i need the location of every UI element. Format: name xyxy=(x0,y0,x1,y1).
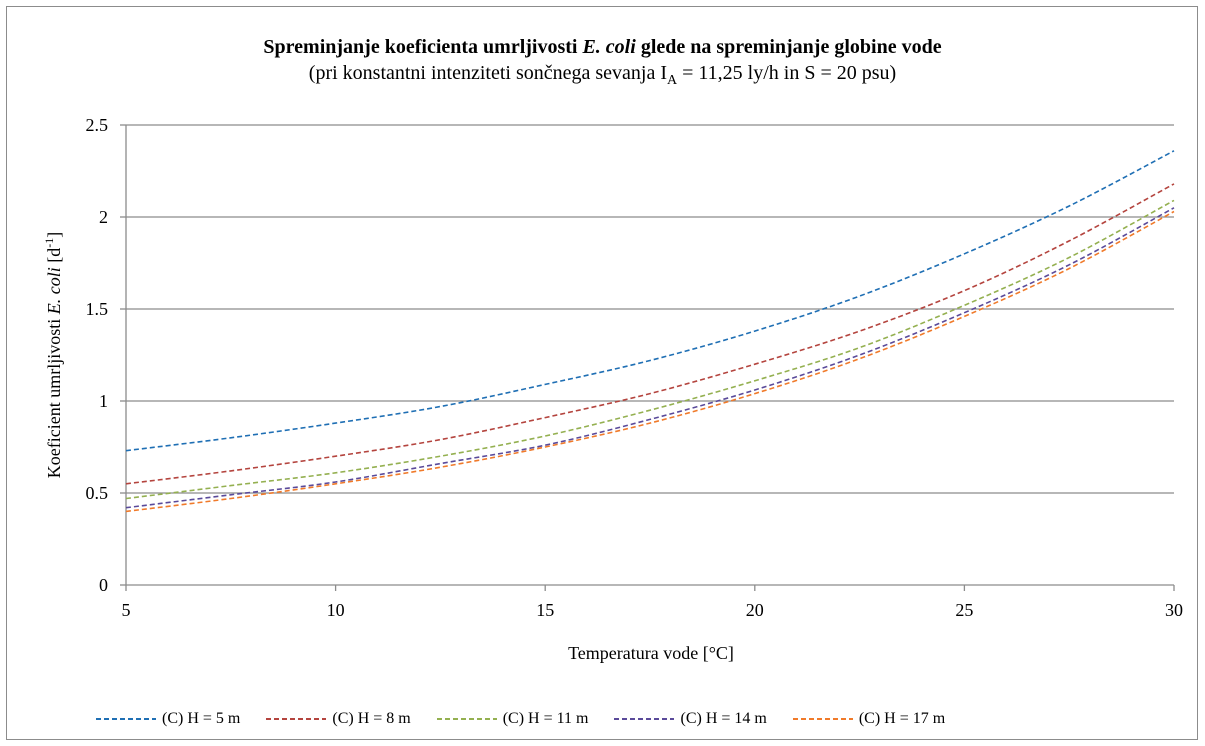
legend-label: (C) H = 17 m xyxy=(858,710,946,727)
legend-item-5: (C) H = 17 m xyxy=(792,710,946,728)
chart-subtitle-part: (pri konstantni intenziteti sončnega sev… xyxy=(308,62,668,84)
y-tick-label: 1 xyxy=(99,391,108,411)
legend: (C) H = 5 m (C) H = 8 m (C) H = 11 m (C) H … xyxy=(96,706,971,732)
y-tick-label: 2.5 xyxy=(86,115,109,135)
y-axis-title-superscript: -1 xyxy=(42,238,56,248)
chart-subtitle-subscript: A xyxy=(667,73,678,88)
axes xyxy=(120,124,1175,591)
legend-swatch xyxy=(614,718,675,720)
y-axis-title-species: E. coli xyxy=(44,267,64,315)
y-tick-label: 0.5 xyxy=(86,483,109,503)
legend-item-4: (C) H = 14 m xyxy=(614,710,767,728)
series-line-2 xyxy=(125,183,1175,485)
title-block: Spreminjanje koeficienta umrljivosti E. … xyxy=(0,34,1205,94)
y-axis-title-part: ] xyxy=(44,232,64,238)
x-tick-label: 25 xyxy=(955,600,973,620)
y-tick-labels: 0 0.5 1 1.5 2 2.5 xyxy=(86,115,109,595)
chart-subtitle: (pri konstantni intenziteti sončnega sev… xyxy=(0,60,1205,94)
chart-title-species: E. coli xyxy=(582,36,636,58)
y-axis-title: Koeficient umrljivosti E. coli [d-1] xyxy=(42,232,64,478)
legend-label: (C) H = 14 m xyxy=(680,710,767,727)
x-axis-title: Temperatura vode [°C] xyxy=(568,643,734,663)
legend-swatch xyxy=(792,718,853,720)
series-line-3 xyxy=(125,199,1175,500)
chart-subtitle-part: = 11,25 ly/h in S = 20 psu) xyxy=(677,62,897,84)
gridlines xyxy=(126,124,1174,494)
y-tick-label: 2 xyxy=(99,207,108,227)
legend-item-3: (C) H = 11 m xyxy=(436,710,589,728)
legend-swatch xyxy=(266,718,327,720)
legend-label: (C) H = 8 m xyxy=(332,710,411,727)
x-tick-labels: 5 10 15 20 25 30 xyxy=(122,600,1184,620)
x-tick-label: 30 xyxy=(1165,600,1183,620)
chart-title-part: Spreminjanje koeficienta umrljivosti xyxy=(263,36,583,58)
legend-item-1: (C) H = 5 m xyxy=(96,710,240,728)
legend-label: (C) H = 11 m xyxy=(502,710,589,727)
x-tick-label: 5 xyxy=(122,600,131,620)
y-tick-label: 0 xyxy=(99,575,108,595)
series-line-4 xyxy=(125,207,1175,509)
y-axis-title-part: [d xyxy=(44,248,64,268)
legend-swatch xyxy=(436,718,497,720)
chart-title: Spreminjanje koeficienta umrljivosti E. … xyxy=(0,34,1205,60)
y-axis-title-part: Koeficient umrljivosti xyxy=(44,314,64,478)
series-line-1 xyxy=(125,150,1175,452)
x-tick-label: 10 xyxy=(327,600,345,620)
legend-item-2: (C) H = 8 m xyxy=(266,710,411,728)
legend-label: (C) H = 5 m xyxy=(162,710,241,727)
series-line-5 xyxy=(125,210,1175,513)
legend-swatch xyxy=(96,718,156,720)
x-tick-label: 20 xyxy=(746,600,764,620)
x-tick-label: 15 xyxy=(536,600,554,620)
chart-title-part: glede na spreminjanje globine vode xyxy=(635,36,942,58)
chart-frame xyxy=(6,6,1198,740)
series-lines xyxy=(125,150,1175,513)
y-tick-label: 1.5 xyxy=(86,299,109,319)
